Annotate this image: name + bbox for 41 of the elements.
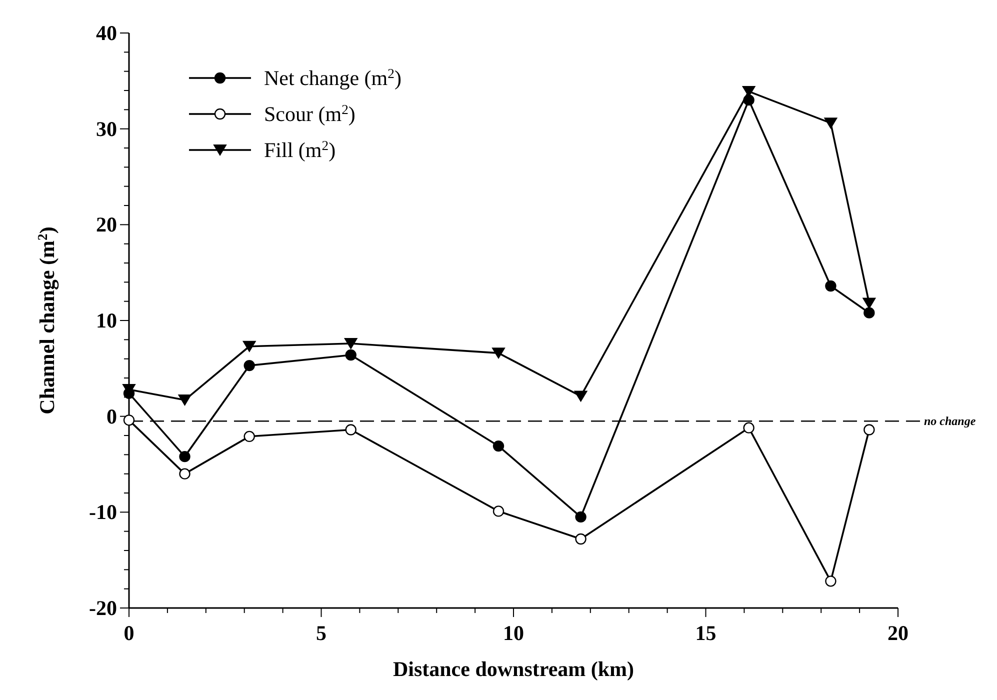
ref-line-label: no change <box>924 414 976 428</box>
point <box>492 506 504 517</box>
point <box>123 414 135 426</box>
point <box>743 422 754 434</box>
point <box>864 307 875 318</box>
point <box>492 440 504 452</box>
legend-label: Scour (m$^{2}$) <box>264 102 356 126</box>
x-tick-label: 20 <box>888 621 908 645</box>
x-tick-label: 0 <box>124 621 134 645</box>
point <box>575 511 586 523</box>
y-tick-label: 10 <box>96 308 117 332</box>
point <box>244 360 255 372</box>
legend-label: Net change (m$^{2}$) <box>264 66 402 90</box>
x-tick-label: 15 <box>695 621 716 645</box>
point <box>742 86 756 97</box>
point <box>575 533 586 545</box>
y-tick-label: -10 <box>89 500 117 524</box>
x-tick-label: 10 <box>503 621 524 645</box>
point <box>344 338 358 349</box>
point <box>179 468 190 480</box>
point <box>244 430 255 442</box>
point <box>574 390 588 402</box>
point <box>862 298 876 309</box>
point <box>825 576 836 587</box>
x-axis-title: Distance downstream (km) <box>392 657 634 681</box>
y-tick-label: 30 <box>96 116 117 141</box>
y-tick-label: 20 <box>96 212 117 237</box>
point <box>179 450 190 462</box>
point <box>824 118 838 129</box>
point <box>345 424 356 436</box>
legend-label: Fill (m$^{2}$) <box>264 138 336 162</box>
x-tick-label: 5 <box>316 621 326 645</box>
y-tick-label: 0 <box>106 404 117 428</box>
point <box>492 348 506 359</box>
point <box>825 280 836 292</box>
y-tick-label: -20 <box>89 596 117 620</box>
point <box>345 349 356 361</box>
point <box>242 340 256 352</box>
point <box>178 394 192 406</box>
point <box>864 424 875 436</box>
y-tick-label: 40 <box>96 21 117 45</box>
